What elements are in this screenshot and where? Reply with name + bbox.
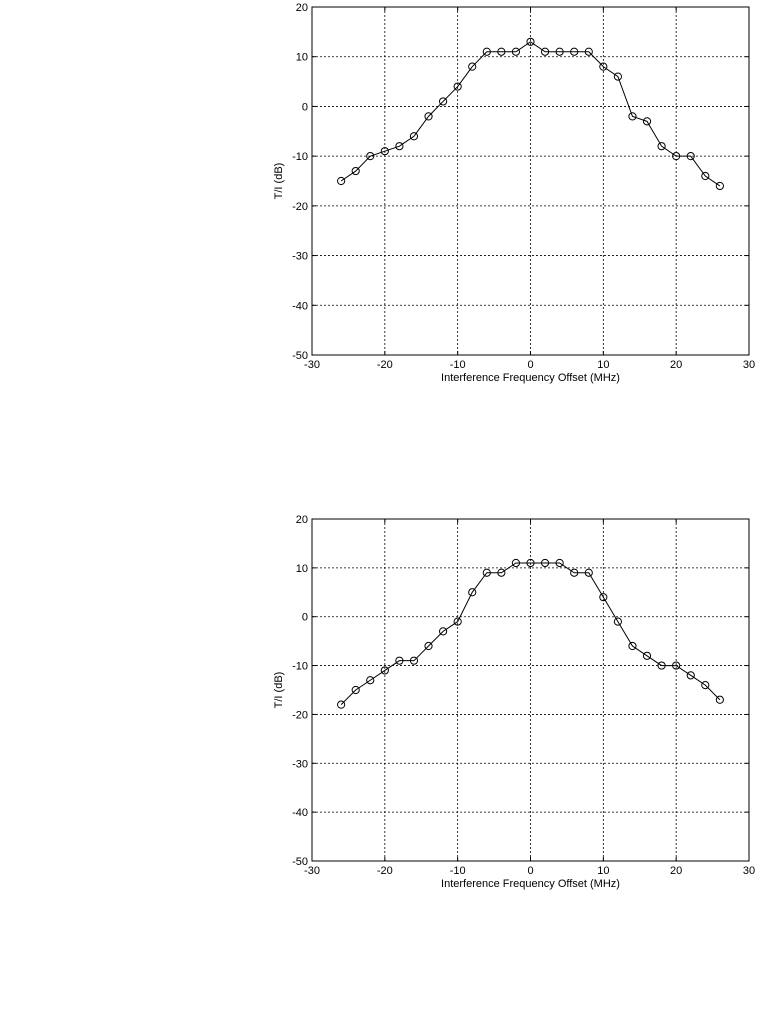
data-point: [453, 617, 462, 626]
data-point: [570, 47, 579, 56]
data-point: [482, 47, 491, 56]
y-tick-label: -10: [292, 661, 308, 673]
data-point: [468, 62, 477, 71]
data-point: [540, 558, 550, 568]
data-point: [380, 147, 389, 156]
chart-1: -30 -20 -10 0 10 20 30 -50 -40 -30 -20 -10 0 10 20 Inte…: [273, 2, 755, 384]
data-point: [715, 695, 724, 704]
data-point: [715, 181, 724, 191]
x-tick-label: 0: [527, 359, 533, 371]
data-point: [526, 558, 535, 568]
data-point: [672, 152, 681, 161]
data-point: [686, 152, 695, 161]
y-tick-label: 10: [296, 563, 308, 575]
data-point: [570, 568, 579, 577]
x-tick-label: -10: [450, 865, 466, 877]
x-axis-label: Interference Frequency Offset (MHz): [441, 878, 620, 890]
y-tick-label: -30: [292, 251, 308, 263]
y-tick-label: 10: [296, 52, 308, 64]
data-point: [701, 171, 710, 181]
y-tick-label: 20: [296, 2, 308, 14]
y-tick-label: -20: [292, 201, 308, 213]
y-axis-label: T/I (dB): [273, 672, 285, 709]
data-point: [511, 47, 521, 56]
data-point: [439, 97, 448, 106]
series-line: [340, 41, 721, 187]
x-tick-label: 20: [670, 865, 682, 877]
data-point: [657, 661, 666, 670]
data-point: [613, 72, 623, 81]
plot-area: [312, 519, 749, 861]
y-tick-label: 0: [302, 612, 308, 624]
chart-2: -30 -20 -10 0 10 20 30 -50 -40 -30 -20 -10 0 10 20 Inte…: [273, 514, 755, 890]
data-point: [366, 152, 375, 161]
x-tick-label: 0: [527, 865, 533, 877]
x-axis-label: Interference Frequency Offset (MHz): [441, 372, 620, 384]
data-point: [409, 132, 419, 141]
data-point: [351, 685, 360, 695]
data-point: [701, 681, 710, 690]
data-point: [628, 112, 637, 121]
y-tick-label: 20: [296, 514, 308, 526]
data-point: [337, 176, 346, 186]
data-point: [424, 112, 433, 121]
data-point: [337, 700, 346, 709]
data-point: [409, 656, 419, 665]
data-point: [453, 82, 462, 91]
x-tick-label: 10: [597, 359, 609, 371]
data-point: [380, 666, 389, 675]
y-tick-label: -40: [292, 807, 308, 819]
data-point: [642, 117, 652, 126]
data-point: [511, 558, 521, 568]
data-point: [439, 627, 448, 636]
data-point: [642, 651, 652, 660]
y-axis-label: T/I (dB): [273, 163, 285, 200]
data-point: [672, 661, 681, 670]
y-tick-label: -50: [292, 350, 308, 362]
data-point: [482, 568, 491, 577]
data-point: [395, 656, 404, 665]
data-point: [628, 641, 637, 651]
x-tick-label: -20: [377, 359, 393, 371]
data-point: [395, 142, 404, 151]
data-point: [497, 568, 506, 577]
data-point: [657, 142, 666, 151]
x-tick-label: -30: [304, 359, 320, 371]
y-tick-label: -20: [292, 709, 308, 721]
data-point: [686, 671, 695, 680]
x-tick-label: 30: [743, 359, 755, 371]
data-point: [555, 558, 564, 568]
data-point: [599, 62, 608, 71]
y-tick-label: -50: [292, 856, 308, 868]
data-point: [497, 47, 506, 56]
data-point: [540, 47, 550, 56]
x-tick-label: -30: [304, 865, 320, 877]
y-tick-label: -10: [292, 151, 308, 163]
x-tick-label: 10: [597, 865, 609, 877]
data-point: [366, 676, 375, 685]
x-tick-label: 20: [670, 359, 682, 371]
series-line: [340, 562, 721, 706]
data-point: [584, 47, 593, 56]
y-tick-label: -40: [292, 300, 308, 312]
data-point: [584, 568, 593, 577]
data-point: [351, 166, 360, 176]
data-point: [613, 617, 623, 626]
x-tick-label: 30: [743, 865, 755, 877]
data-point: [555, 47, 564, 56]
data-point: [526, 37, 535, 46]
y-tick-label: 0: [302, 101, 308, 113]
x-tick-label: -10: [450, 359, 466, 371]
data-point: [599, 593, 608, 602]
data-point: [468, 588, 477, 597]
x-tick-label: -20: [377, 865, 393, 877]
data-point: [424, 641, 433, 651]
y-tick-label: -30: [292, 758, 308, 770]
